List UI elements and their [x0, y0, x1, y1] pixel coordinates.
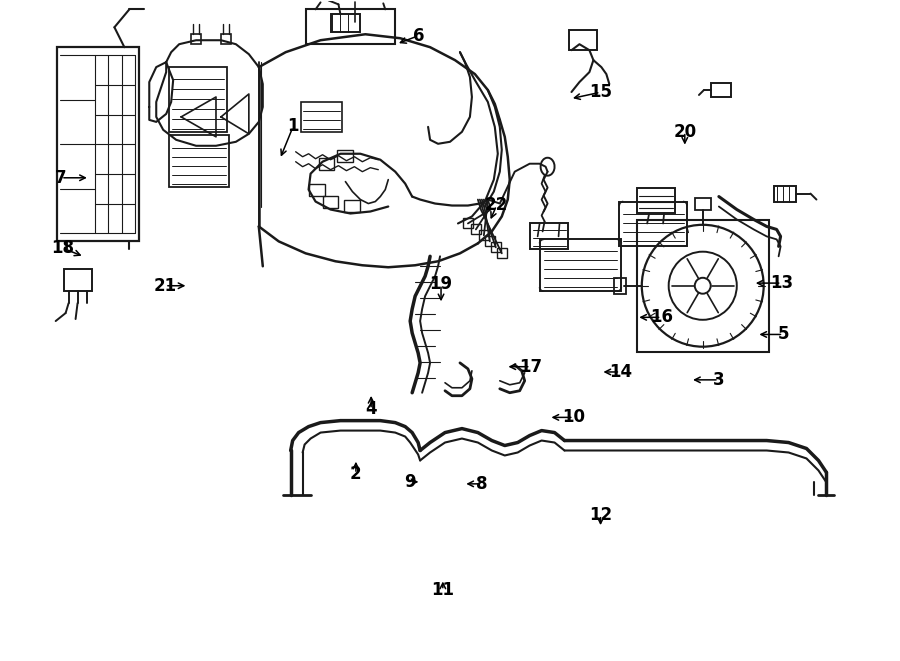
Text: 15: 15	[590, 83, 612, 101]
Bar	[301, 102, 343, 132]
Text: 7: 7	[55, 169, 67, 187]
Bar	[306, 9, 395, 44]
Bar	[338, 150, 354, 162]
Bar	[345, 200, 360, 212]
Bar	[319, 158, 335, 170]
Bar	[169, 67, 227, 132]
Bar	[619, 202, 687, 247]
Text: 8: 8	[475, 475, 487, 493]
Bar	[485, 237, 495, 247]
Text: 20: 20	[673, 123, 697, 141]
Bar	[479, 231, 489, 241]
Text: 10: 10	[562, 408, 585, 426]
Text: 21: 21	[153, 277, 176, 295]
Text: 6: 6	[413, 26, 425, 44]
Text: 1: 1	[287, 118, 299, 136]
Bar	[330, 15, 360, 32]
Bar	[221, 34, 231, 44]
Text: 22: 22	[485, 196, 508, 214]
Text: 16: 16	[650, 308, 673, 327]
Bar	[57, 47, 140, 241]
Text: 14: 14	[608, 363, 632, 381]
Text: 5: 5	[778, 325, 789, 344]
Bar	[570, 30, 598, 50]
Bar	[471, 225, 481, 235]
Bar	[540, 239, 621, 291]
Bar	[614, 278, 626, 293]
Bar	[530, 223, 568, 249]
Text: 19: 19	[429, 276, 453, 293]
Bar	[637, 220, 769, 352]
Text: 9: 9	[404, 473, 416, 491]
Bar	[774, 186, 796, 202]
Bar	[497, 249, 507, 258]
Text: 17: 17	[519, 358, 542, 375]
Bar	[64, 269, 92, 291]
Bar	[711, 83, 731, 97]
Text: 11: 11	[431, 582, 454, 600]
Bar	[695, 198, 711, 210]
Text: 18: 18	[51, 239, 75, 257]
Bar	[169, 135, 229, 186]
Bar	[322, 196, 338, 208]
Bar	[309, 184, 325, 196]
Text: 4: 4	[365, 401, 377, 418]
Bar	[463, 219, 473, 229]
Text: 13: 13	[770, 274, 793, 292]
Bar	[491, 243, 500, 253]
Text: 12: 12	[589, 506, 612, 524]
Bar	[191, 34, 201, 44]
Text: 2: 2	[350, 465, 362, 483]
Bar	[637, 188, 675, 214]
Text: 3: 3	[713, 371, 725, 389]
